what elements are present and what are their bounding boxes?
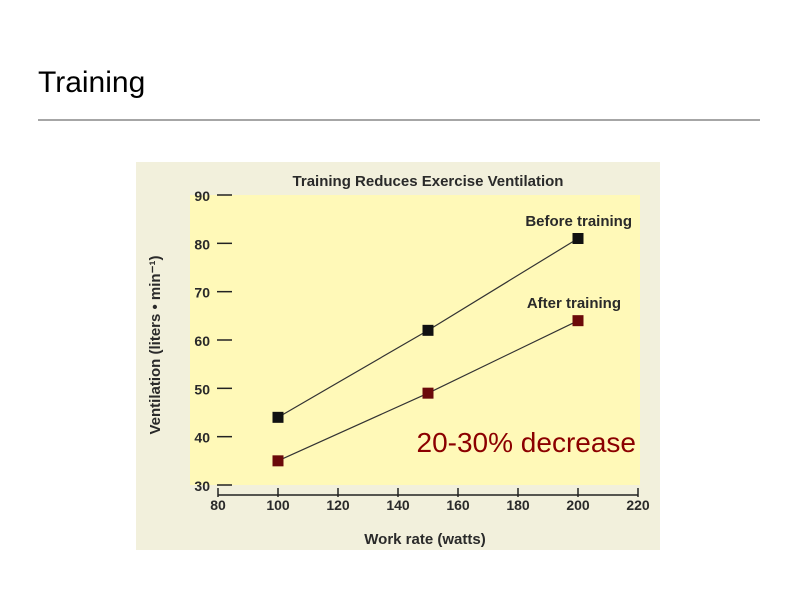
- data-point-marker: [572, 315, 584, 327]
- y-tick-label: 30: [194, 478, 210, 494]
- data-point-marker: [572, 233, 584, 244]
- x-tick-label: 160: [446, 497, 470, 513]
- y-tick-label: 80: [194, 236, 210, 252]
- y-tick-label: 60: [194, 333, 210, 349]
- x-tick-label: 80: [210, 497, 226, 513]
- title-divider: [38, 119, 760, 121]
- annotation-text: 20-30% decrease: [417, 427, 636, 458]
- data-point-marker: [272, 455, 284, 467]
- x-tick-label: 140: [386, 497, 410, 513]
- series-label: Before training: [525, 213, 632, 230]
- y-axis: 30 40 50 60 70 80 90: [194, 188, 232, 494]
- plot-area: [190, 195, 640, 485]
- series-label: After training: [527, 295, 621, 312]
- x-axis-label: Work rate (watts): [364, 531, 485, 548]
- chart-title: Training Reduces Exercise Ventilation: [293, 173, 564, 190]
- y-tick-label: 70: [194, 285, 210, 301]
- x-tick-label: 220: [626, 497, 650, 513]
- data-point-marker: [422, 324, 434, 336]
- y-tick-label: 50: [194, 381, 210, 397]
- y-tick-label: 40: [194, 430, 210, 446]
- slide-title: Training: [38, 66, 146, 99]
- y-axis-label: Ventilation (liters • min⁻¹): [147, 255, 164, 434]
- x-tick-label: 180: [506, 497, 530, 513]
- series-layer: Before training After training: [272, 213, 632, 467]
- x-axis: 80 100 120 140 160 180 200 220: [210, 488, 650, 513]
- x-tick-label: 200: [566, 497, 590, 513]
- data-point-marker: [272, 411, 284, 423]
- x-tick-label: 100: [266, 497, 290, 513]
- data-point-marker: [422, 387, 434, 399]
- x-tick-label: 120: [326, 497, 350, 513]
- y-tick-label: 90: [194, 188, 210, 204]
